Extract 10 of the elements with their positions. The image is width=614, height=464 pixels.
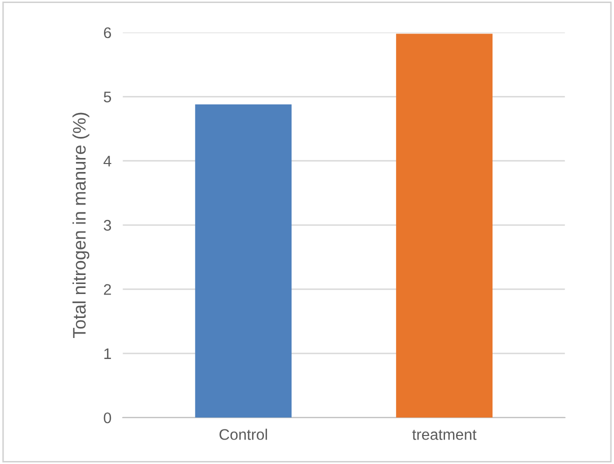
x-tick-label: Control [220, 428, 267, 440]
y-tick-label: 5 [104, 92, 112, 102]
y-tick-label: 4 [104, 156, 112, 166]
y-tick-label: 1 [104, 348, 111, 359]
y-axis-title: Total nitrogen in manure (%) [72, 112, 90, 338]
x-tick-label: treatment [412, 430, 476, 440]
y-tick-label: 6 [104, 27, 112, 38]
y-tick-label: 3 [104, 220, 112, 231]
y-tick-label: 0 [104, 412, 112, 424]
y-tick-label: 2 [104, 284, 111, 295]
